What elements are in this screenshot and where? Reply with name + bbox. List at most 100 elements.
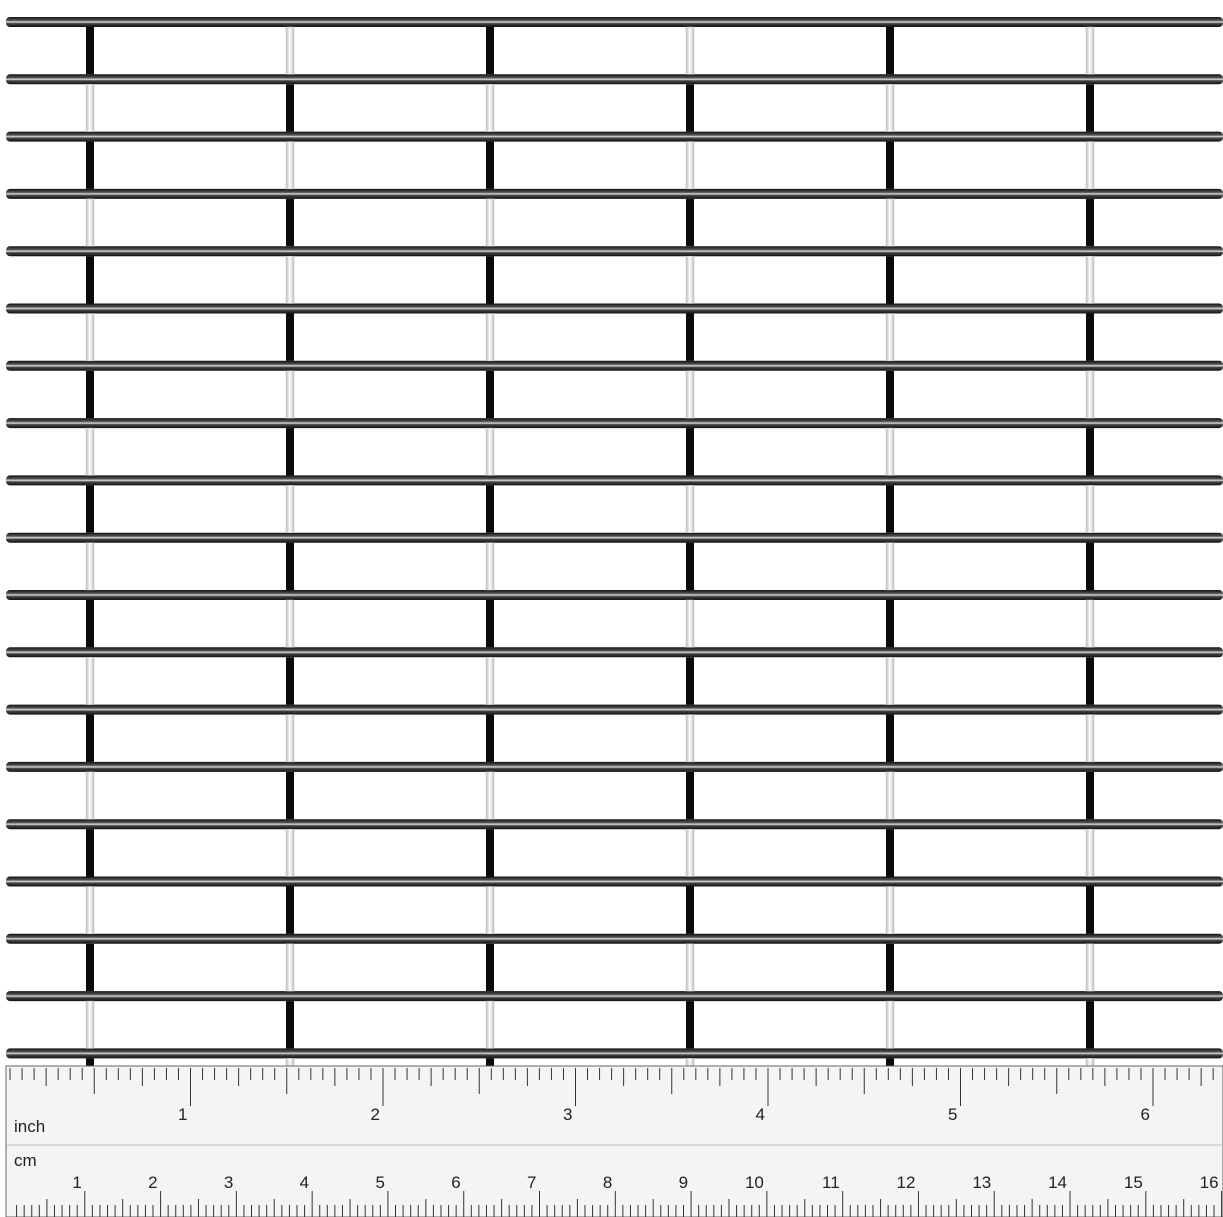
vertical-wire [285, 828, 295, 877]
vertical-wire [1085, 26, 1095, 75]
vertical-wire [1086, 84, 1094, 132]
horizontal-wire [6, 360, 1223, 371]
horizontal-wire [6, 819, 1223, 830]
vertical-wire [85, 313, 95, 362]
horizontal-wire [6, 17, 1223, 27]
vertical-wire [685, 141, 695, 190]
cm-number: 9 [679, 1173, 688, 1192]
vertical-wire [86, 829, 94, 877]
vertical-wire [486, 27, 494, 75]
cm-number: 15 [1124, 1173, 1143, 1192]
vertical-wire [86, 600, 94, 648]
vertical-wire [1086, 428, 1094, 476]
vertical-wire [285, 141, 295, 190]
vertical-wire [1086, 1001, 1094, 1049]
vertical-wire [285, 26, 295, 75]
vertical-wire [1086, 542, 1094, 590]
cm-number: 8 [603, 1173, 612, 1192]
ruler-body [5, 1065, 1223, 1217]
vertical-wire [85, 886, 95, 935]
cm-number: 2 [148, 1173, 157, 1192]
vertical-wire [1086, 313, 1094, 361]
vertical-wire [285, 599, 295, 648]
wire-mesh [6, 17, 1223, 1067]
cm-number: 16 [1200, 1173, 1219, 1192]
horizontal-wire [6, 590, 1223, 600]
vertical-wire [85, 771, 95, 820]
vertical-wire [1085, 485, 1095, 533]
vertical-wire [885, 84, 895, 132]
vertical-wire [885, 771, 895, 820]
cm-number: 12 [897, 1173, 916, 1192]
vertical-wire [286, 428, 294, 476]
vertical-wire [1085, 1058, 1095, 1067]
vertical-wire [286, 542, 294, 590]
vertical-wire [685, 26, 695, 75]
vertical-wire [685, 599, 695, 648]
horizontal-wire [6, 704, 1223, 715]
cm-number: 14 [1048, 1173, 1067, 1192]
vertical-wire [85, 1000, 95, 1049]
vertical-wire [1086, 886, 1094, 934]
ruler: inch cm 1 2 3 4 5 61 2 3 4 5 6 7 8 9 10 11 12 13 14 15 16 [5, 1065, 1223, 1217]
vertical-wire [486, 600, 494, 648]
vertical-wire [486, 714, 494, 762]
vertical-wire [1085, 828, 1095, 877]
vertical-wire [1085, 714, 1095, 763]
inch-number: 6 [1141, 1105, 1150, 1124]
vertical-wire [1085, 943, 1095, 992]
inch-label: inch [14, 1117, 45, 1136]
vertical-wire [485, 198, 495, 247]
vertical-wire [86, 370, 94, 419]
cm-number: 13 [972, 1173, 991, 1192]
vertical-wire [885, 542, 895, 591]
vertical-wire [486, 485, 494, 533]
vertical-wire [485, 1000, 495, 1049]
vertical-wire [285, 370, 295, 419]
inch-number: 4 [756, 1105, 765, 1124]
vertical-wire [886, 256, 894, 304]
vertical-wire [886, 714, 894, 762]
cm-number: 7 [527, 1173, 536, 1192]
vertical-wire [686, 313, 694, 361]
horizontal-wire [6, 876, 1223, 887]
vertical-wire [886, 943, 894, 992]
horizontal-wire [6, 1048, 1223, 1059]
vertical-wire [86, 943, 94, 992]
vertical-wire [885, 427, 895, 476]
vertical-wire [685, 943, 695, 992]
vertical-wire [86, 27, 94, 75]
vertical-wire [686, 771, 694, 820]
horizontal-wire [6, 246, 1223, 257]
vertical-wire [686, 657, 694, 705]
vertical-wire [85, 657, 95, 705]
vertical-wire [86, 256, 94, 304]
cm-number: 11 [822, 1173, 840, 1192]
vertical-wire [885, 313, 895, 362]
vertical-wire [685, 828, 695, 877]
horizontal-wire [6, 532, 1223, 543]
horizontal-wire [6, 303, 1223, 314]
vertical-wire [886, 1058, 894, 1066]
vertical-wire [86, 485, 94, 533]
cm-number: 4 [300, 1173, 309, 1192]
vertical-wire [485, 427, 495, 476]
vertical-wire [485, 313, 495, 362]
vertical-wire [685, 255, 695, 304]
horizontal-wire [6, 991, 1223, 1002]
vertical-wire [685, 714, 695, 763]
vertical-wire [286, 771, 294, 820]
vertical-wire [686, 1001, 694, 1049]
vertical-wire [485, 771, 495, 820]
inch-number: 1 [178, 1105, 187, 1124]
vertical-wire [485, 657, 495, 705]
vertical-wire [686, 886, 694, 934]
vertical-wire [286, 84, 294, 132]
vertical-wire [285, 255, 295, 304]
vertical-wire [885, 1000, 895, 1049]
vertical-wire [486, 256, 494, 304]
horizontal-wire [6, 933, 1223, 944]
vertical-wire [685, 485, 695, 533]
vertical-wire [85, 427, 95, 476]
vertical-wire [685, 1058, 695, 1067]
